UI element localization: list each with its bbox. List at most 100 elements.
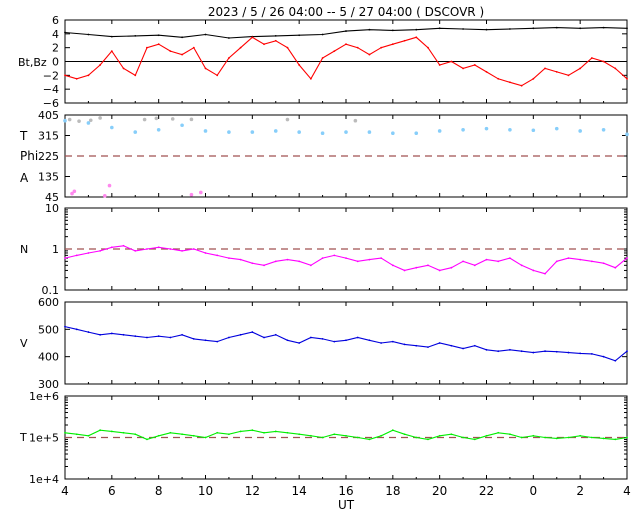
- magnetic_field-bz-point: [450, 60, 453, 63]
- density-n-point: [450, 266, 453, 269]
- density-n-point: [532, 269, 535, 272]
- density-n-point: [169, 248, 172, 250]
- velocity-v-point: [75, 328, 78, 331]
- velocity-v-point: [87, 331, 90, 333]
- velocity-v-point: [228, 336, 230, 339]
- velocity-v-point: [438, 342, 441, 344]
- direction-theta-point: [88, 118, 93, 123]
- magnetic_field-bz-point: [614, 67, 617, 70]
- direction-y-tick-label: 315: [38, 130, 59, 143]
- temperature-t-point: [532, 434, 535, 437]
- magnetic_field-y-tick-label: −4: [43, 83, 59, 96]
- temperature-t-point: [192, 434, 195, 437]
- direction-phi-point: [133, 130, 138, 134]
- magnetic_field-bz-point: [485, 70, 488, 73]
- temperature-t-point: [391, 429, 394, 432]
- temperature-t-point: [438, 434, 441, 437]
- direction-theta-point: [142, 117, 147, 122]
- velocity-v-point: [309, 336, 312, 339]
- density-n-point: [614, 266, 617, 269]
- temperature-t-point: [415, 436, 418, 439]
- direction-phi-point: [273, 129, 278, 133]
- magnetic_field-bz-point: [391, 43, 394, 46]
- direction-phi-point: [437, 129, 442, 133]
- x-tick-label: 2: [576, 484, 584, 498]
- velocity-v-point: [181, 333, 183, 336]
- magnetic_field-bz-point: [462, 67, 464, 70]
- velocity-v-point: [380, 342, 383, 344]
- velocity-v-point: [110, 332, 113, 335]
- chart-title: 2023 / 5 / 26 04:00 -- 5 / 27 04:00 ( DS…: [208, 5, 484, 19]
- density-n-point: [286, 258, 289, 261]
- temperature-t-point: [602, 437, 605, 440]
- velocity-v-point: [356, 336, 359, 339]
- temperature-t-point: [181, 433, 183, 436]
- temperature-t-point: [87, 434, 90, 437]
- velocity-v-point: [520, 350, 523, 353]
- velocity-v-point: [216, 340, 219, 343]
- direction-phi-point: [531, 128, 536, 133]
- temperature-t-point: [263, 431, 265, 434]
- direction-theta-point: [353, 118, 358, 123]
- temperature-y-label: T: [19, 431, 27, 444]
- temperature-t-point: [427, 438, 429, 441]
- temperature-t-point: [169, 431, 172, 434]
- velocity-v-point: [614, 359, 617, 362]
- temperature-t-point: [298, 433, 301, 436]
- magnetic_field-bz-point: [204, 67, 207, 70]
- magnetic_field-y-tick-label: 2: [52, 42, 59, 55]
- temperature-t-point: [99, 429, 102, 432]
- magnetic_field-bt-point: [602, 26, 605, 29]
- density-n-point: [75, 254, 78, 257]
- direction-phi-point: [484, 126, 489, 131]
- temperature-t-point: [590, 436, 593, 439]
- direction-y-tick-label: 135: [38, 171, 59, 184]
- x-tick-label: 0: [530, 484, 538, 498]
- temperature-t-point: [380, 434, 383, 437]
- magnetic_field-bt-point: [87, 33, 90, 36]
- density-n-point: [298, 260, 301, 263]
- density-n-point: [473, 264, 476, 267]
- velocity-v-point: [286, 339, 289, 342]
- magnetic_field-bt-point: [204, 33, 207, 36]
- magnetic_field-bz-point: [321, 57, 324, 59]
- direction-phi-point: [86, 121, 91, 125]
- temperature-y-tick-label: 1e+6: [29, 390, 59, 403]
- velocity-y-tick-label: 300: [38, 378, 59, 391]
- magnetic_field-bz-point: [403, 39, 406, 42]
- magnetic_field-bz-point: [169, 50, 172, 53]
- magnetic_field-bt-point: [134, 35, 137, 37]
- magnetic_field-bt-point: [110, 35, 113, 38]
- density-n-point: [345, 257, 347, 259]
- density-n-point: [146, 248, 148, 250]
- temperature-t-point: [509, 433, 511, 436]
- temperature-t-point: [403, 433, 406, 436]
- x-tick-label: 22: [479, 484, 494, 498]
- density-n-point: [99, 249, 102, 252]
- temperature-t-point: [64, 431, 66, 434]
- density-n-point: [251, 262, 254, 265]
- magnetic_field-bz-point: [497, 77, 500, 80]
- x-tick-label: 10: [198, 484, 213, 498]
- temperature-t-point: [134, 433, 137, 436]
- velocity-v-point: [555, 350, 558, 353]
- density-n-point: [497, 260, 500, 263]
- direction-phi-point: [227, 130, 231, 134]
- density-n-point: [520, 264, 523, 267]
- temperature-t-point: [110, 430, 113, 433]
- direction-y-tick-label: 45: [45, 191, 59, 204]
- density-n-point: [438, 269, 441, 272]
- x-tick-label: 12: [245, 484, 260, 498]
- velocity-v-point: [134, 335, 137, 338]
- density-n-point: [544, 272, 546, 275]
- direction-y-tick-label: 405: [38, 109, 59, 122]
- magnetic_field-bt-point: [532, 27, 535, 30]
- direction-y-tick-label: 225: [38, 150, 59, 163]
- magnetic_field-y-tick-label: 0: [52, 56, 59, 69]
- density-y-tick-label: 1: [52, 243, 59, 256]
- direction-phi-point: [63, 118, 67, 123]
- direction-low-point: [103, 194, 107, 198]
- magnetic_field-bz-point: [157, 43, 160, 46]
- density-n-point: [380, 257, 383, 259]
- velocity-v-point: [204, 339, 207, 342]
